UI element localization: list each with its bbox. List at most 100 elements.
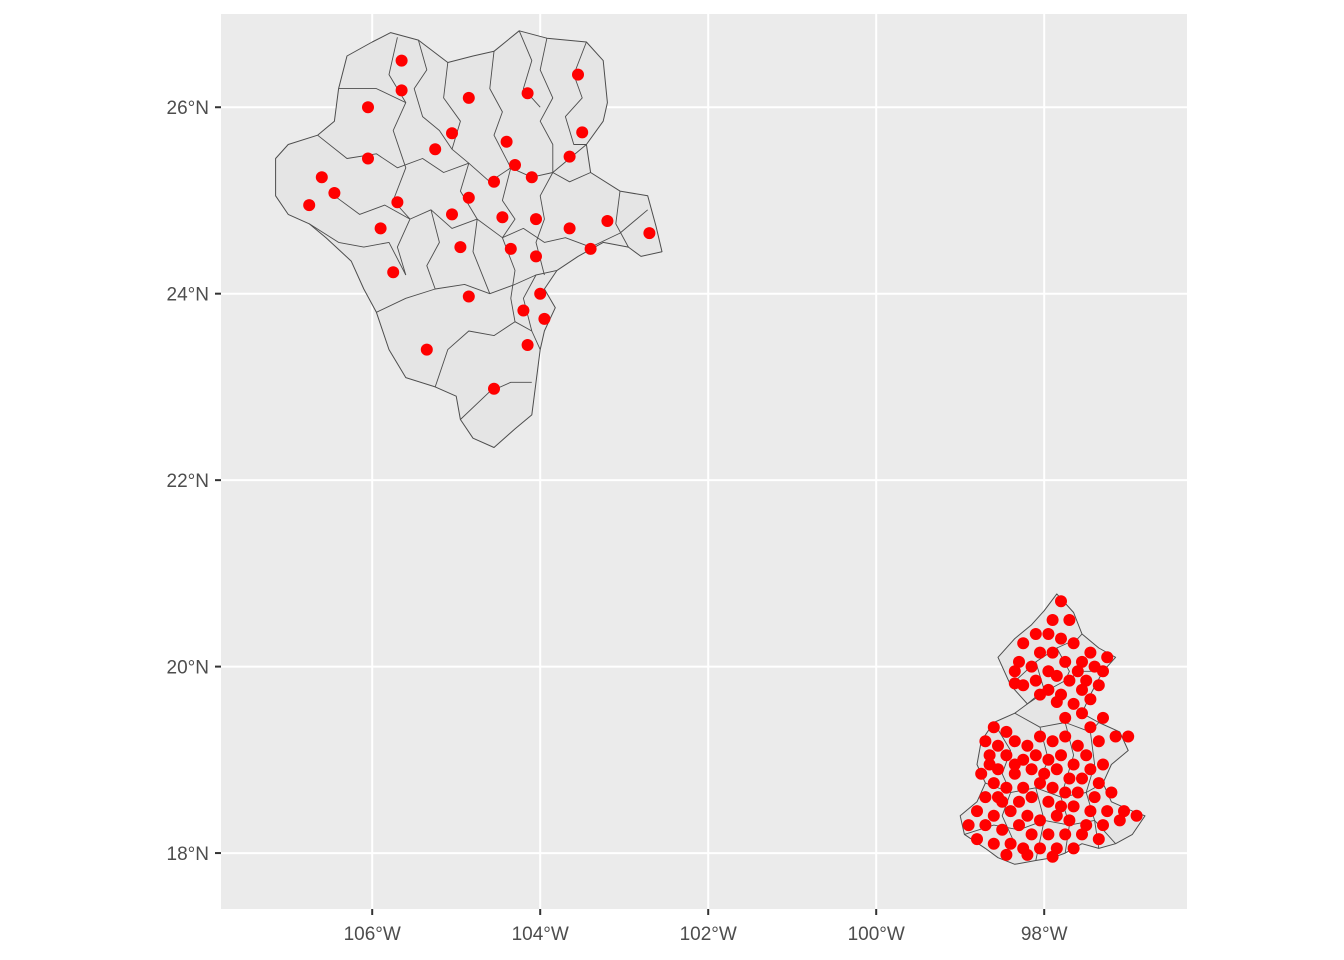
point-marker xyxy=(462,191,475,204)
point-marker xyxy=(979,791,992,804)
point-marker xyxy=(1046,850,1059,863)
point-marker xyxy=(1063,674,1076,687)
point-marker xyxy=(1063,614,1076,626)
x-tick-label: 104°W xyxy=(512,924,569,945)
district-border xyxy=(434,321,533,388)
point-marker xyxy=(1109,730,1122,743)
x-tick-label: 106°W xyxy=(344,924,401,945)
point-marker xyxy=(530,250,542,263)
point-marker xyxy=(1080,674,1093,687)
point-marker xyxy=(992,739,1004,752)
point-marker xyxy=(975,767,988,780)
point-marker xyxy=(1034,814,1046,827)
point-marker xyxy=(1059,711,1072,724)
point-marker xyxy=(1042,628,1055,640)
point-marker xyxy=(509,159,521,171)
point-marker xyxy=(1025,828,1038,841)
point-marker xyxy=(1025,791,1038,804)
point-marker xyxy=(1071,786,1084,799)
point-marker xyxy=(1067,842,1080,855)
point-marker xyxy=(1021,739,1034,752)
point-marker xyxy=(1118,805,1130,818)
point-marker xyxy=(1004,837,1017,850)
point-marker xyxy=(362,152,374,165)
point-marker xyxy=(1046,646,1059,659)
point-marker xyxy=(1101,651,1114,664)
point-marker xyxy=(1000,725,1013,738)
point-marker xyxy=(1092,735,1105,748)
point-marker xyxy=(983,749,996,762)
point-marker xyxy=(1050,763,1063,776)
point-marker xyxy=(538,312,551,325)
point-marker xyxy=(1097,711,1109,724)
point-marker xyxy=(446,127,458,140)
point-marker xyxy=(534,287,547,300)
point-marker xyxy=(387,266,400,279)
district-border xyxy=(489,51,516,322)
point-marker xyxy=(996,823,1009,836)
point-marker xyxy=(979,819,992,832)
point-marker xyxy=(1084,763,1097,776)
x-axis: 106°W 104°W 102°W 100°W 98°W xyxy=(344,909,1068,945)
district-border xyxy=(426,209,440,290)
point-marker xyxy=(1000,749,1013,762)
point-marker xyxy=(983,758,996,771)
x-tick-label: 100°W xyxy=(848,924,905,945)
district-border xyxy=(615,191,629,248)
point-marker xyxy=(1013,795,1025,808)
point-marker xyxy=(1008,767,1021,780)
point-marker xyxy=(1029,674,1042,687)
x-tick-label: 102°W xyxy=(680,924,737,945)
point-marker xyxy=(446,208,458,221)
point-marker xyxy=(454,241,467,254)
point-marker xyxy=(572,68,584,81)
point-marker xyxy=(1071,739,1084,752)
point-marker xyxy=(1042,795,1055,808)
point-marker xyxy=(1013,655,1025,668)
point-marker xyxy=(1055,749,1067,762)
district-border xyxy=(413,39,453,150)
point-marker xyxy=(1055,632,1067,645)
district-border xyxy=(522,269,558,350)
point-marker xyxy=(992,791,1004,804)
district-border xyxy=(308,223,407,276)
point-marker xyxy=(1046,781,1059,794)
point-marker xyxy=(391,196,404,209)
point-marker xyxy=(496,211,509,224)
point-marker xyxy=(1021,848,1034,861)
point-marker xyxy=(1084,805,1097,818)
y-tick-label: 26°N xyxy=(167,98,209,119)
point-marker xyxy=(521,339,534,351)
point-marker xyxy=(987,777,1000,790)
point-marker xyxy=(1021,809,1034,822)
point-marker xyxy=(504,242,517,255)
point-marker xyxy=(315,171,328,184)
point-marker xyxy=(1055,800,1067,813)
point-marker xyxy=(643,227,656,240)
point-marker xyxy=(1084,693,1097,706)
point-marker xyxy=(971,833,983,846)
point-marker xyxy=(521,87,534,100)
point-marker xyxy=(1008,735,1021,748)
point-marker xyxy=(1008,758,1021,771)
point-marker xyxy=(987,837,1000,850)
point-marker xyxy=(1105,786,1118,799)
district-border xyxy=(1085,731,1100,849)
district-border xyxy=(376,274,537,313)
point-marker xyxy=(1034,646,1046,659)
point-marker xyxy=(462,91,475,104)
point-marker xyxy=(971,805,983,818)
district-border xyxy=(518,30,541,108)
y-tick-label: 22°N xyxy=(167,471,209,492)
point-marker xyxy=(1097,819,1109,832)
point-marker xyxy=(530,213,542,226)
point-marker xyxy=(1046,735,1059,748)
point-marker xyxy=(1008,665,1021,678)
point-marker xyxy=(1092,777,1105,790)
point-marker xyxy=(395,84,408,97)
point-marker xyxy=(1000,848,1013,861)
point-marker xyxy=(1059,655,1072,668)
point-marker xyxy=(1101,805,1114,818)
point-marker xyxy=(1025,660,1038,673)
point-marker xyxy=(1097,758,1109,771)
